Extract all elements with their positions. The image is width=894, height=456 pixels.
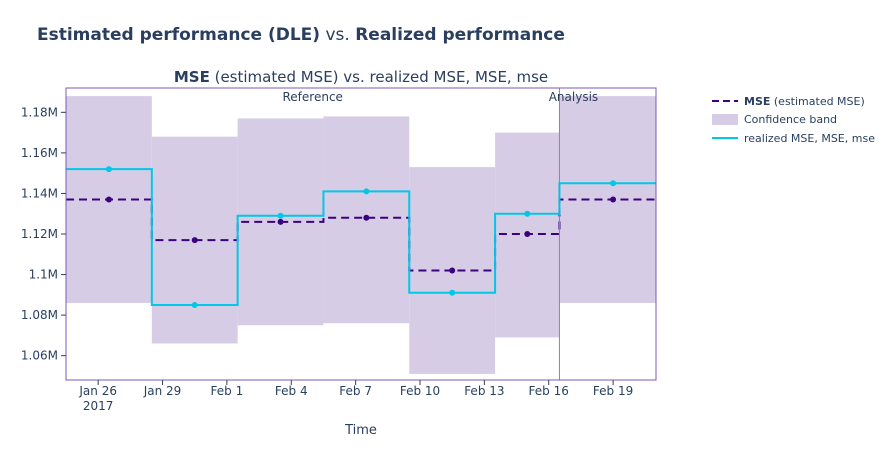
y-tick-label-5: 1.16M (21, 146, 58, 160)
x-tick-label-8: Feb 19 (593, 384, 633, 398)
title-estimated-part: Estimated performance (DLE) (37, 25, 321, 45)
estimated-point-0 (105, 196, 112, 203)
reference-period-label: Reference (283, 90, 343, 104)
x-tick-label-4: Feb 7 (339, 384, 372, 398)
y-tick-label-0: 1.06M (21, 349, 58, 363)
estimated-point-1 (191, 237, 198, 244)
legend-band-label: Confidence band (744, 113, 837, 126)
legend-estimated-label: MSE (estimated MSE) (744, 95, 865, 108)
y-tick-label-6: 1.18M (21, 105, 58, 119)
x-axis-label: Time (344, 423, 377, 438)
y-tick-label-3: 1.12M (21, 227, 58, 241)
realized-point-1 (191, 301, 198, 308)
x-tick-label-2: Feb 1 (211, 384, 244, 398)
y-tick-label-4: 1.14M (21, 186, 58, 200)
realized-point-0 (105, 166, 112, 173)
chart-main-title: Estimated performance (DLE) vs. Realized… (37, 25, 565, 45)
x-tick-year-label-0: 2017 (83, 399, 114, 413)
estimated-point-5 (524, 231, 531, 237)
x-tick-label-5: Feb 10 (400, 384, 440, 398)
legend-realized-label: realized MSE, MSE, mse (744, 132, 875, 145)
x-tick-label-0: Jan 26 (78, 384, 117, 398)
estimated-point-6 (610, 196, 617, 203)
realized-point-6 (610, 180, 617, 187)
legend-band-swatch (712, 114, 738, 125)
realized-point-5 (524, 210, 531, 217)
estimated-point-4 (449, 267, 456, 274)
x-tick-label-6: Feb 13 (464, 384, 504, 398)
x-tick-label-3: Feb 4 (275, 384, 308, 398)
realized-point-3 (363, 188, 370, 195)
realized-point-4 (449, 289, 456, 296)
title-vs: vs. (325, 25, 350, 45)
title-realized-part: Realized performance (355, 25, 565, 45)
realized-point-2 (277, 212, 284, 219)
analysis-period-label: Analysis (549, 90, 598, 104)
chart-subtitle: MSE (estimated MSE) vs. realized MSE, MS… (174, 68, 548, 86)
subtitle-bold: MSE (174, 68, 210, 86)
subtitle-rest: (estimated MSE) vs. realized MSE, MSE, m… (210, 68, 548, 86)
legend-estimated-rest: (estimated MSE) (770, 95, 864, 108)
legend-estimated-bold: MSE (744, 95, 770, 108)
y-tick-label-1: 1.08M (21, 308, 58, 322)
y-tick-label-2: 1.1M (29, 268, 58, 282)
plot-area: Reference Analysis 1.06M 1.08M 1.1M 1.12M 1.14… (21, 87, 657, 413)
x-tick-label-7: Feb 16 (529, 384, 569, 398)
estimated-point-3 (363, 214, 370, 221)
estimated-point-2 (277, 218, 284, 225)
legend: MSE (estimated MSE) Confidence band realiz… (712, 95, 875, 145)
x-tick-label-1: Jan 29 (143, 384, 182, 398)
